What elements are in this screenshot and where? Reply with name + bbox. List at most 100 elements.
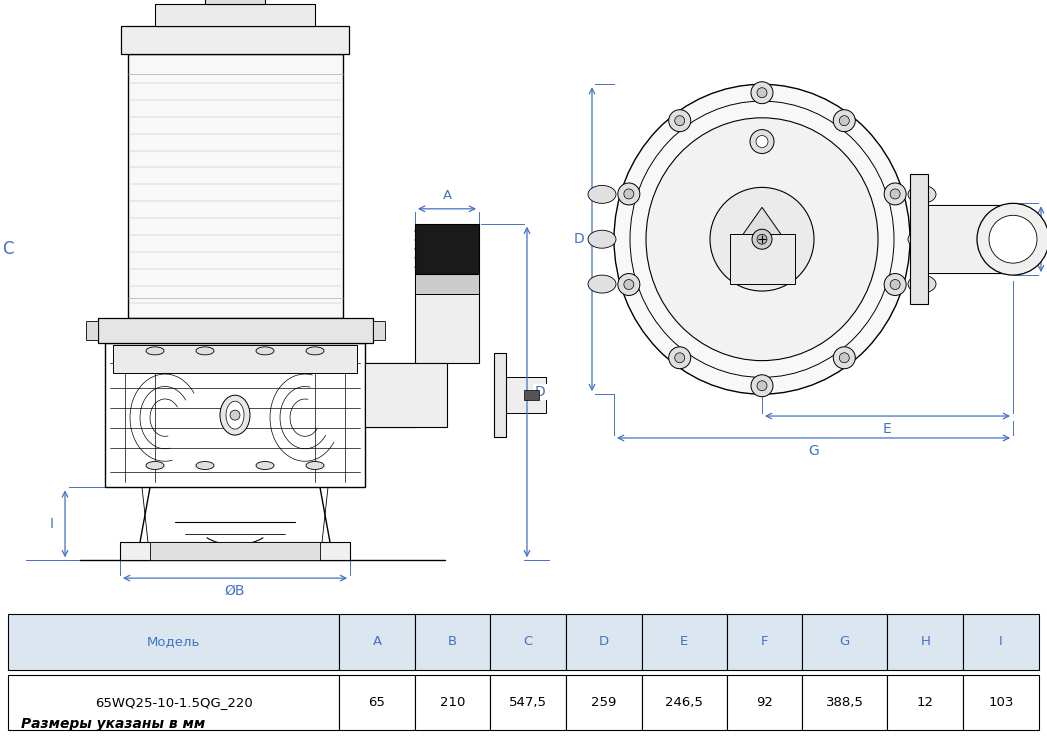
Ellipse shape: [614, 84, 910, 394]
Circle shape: [977, 203, 1047, 275]
Bar: [339, 674, 415, 730]
Bar: [888, 674, 963, 730]
Ellipse shape: [220, 395, 250, 435]
Bar: [150, 542, 320, 560]
Circle shape: [230, 411, 240, 420]
Text: 246,5: 246,5: [665, 696, 704, 709]
Bar: [490, 614, 566, 670]
Ellipse shape: [196, 347, 214, 354]
Bar: [566, 674, 642, 730]
Ellipse shape: [646, 118, 878, 360]
Bar: [494, 353, 506, 437]
Circle shape: [669, 110, 691, 132]
Text: H: H: [920, 635, 930, 649]
Ellipse shape: [908, 230, 936, 248]
Bar: [105, 343, 365, 487]
Text: B: B: [448, 635, 458, 649]
Bar: [128, 54, 342, 318]
Text: Размеры указаны в мм: Размеры указаны в мм: [21, 718, 205, 731]
Bar: [727, 674, 802, 730]
Circle shape: [884, 183, 906, 205]
Text: I: I: [50, 517, 54, 531]
Ellipse shape: [226, 401, 244, 429]
Bar: [205, 0, 265, 4]
Text: 12: 12: [917, 696, 934, 709]
Circle shape: [618, 273, 640, 296]
Circle shape: [833, 347, 855, 368]
Circle shape: [757, 381, 767, 391]
Ellipse shape: [146, 347, 164, 354]
Circle shape: [833, 110, 855, 132]
Circle shape: [756, 136, 768, 147]
Bar: [113, 345, 357, 373]
Circle shape: [840, 353, 849, 363]
Text: 210: 210: [440, 696, 465, 709]
Text: E: E: [681, 635, 688, 649]
Circle shape: [624, 279, 633, 290]
Ellipse shape: [588, 230, 616, 248]
Circle shape: [624, 189, 633, 199]
Bar: [8, 614, 339, 670]
Text: I: I: [999, 635, 1003, 649]
Bar: [365, 363, 447, 427]
Text: F: F: [761, 635, 768, 649]
Ellipse shape: [908, 186, 936, 203]
Circle shape: [884, 273, 906, 296]
Text: C: C: [2, 240, 14, 258]
Circle shape: [669, 347, 691, 368]
Circle shape: [840, 116, 849, 126]
Bar: [415, 224, 478, 273]
Ellipse shape: [908, 275, 936, 293]
Bar: [963, 674, 1039, 730]
Circle shape: [710, 187, 814, 291]
Text: A: A: [443, 189, 451, 203]
Circle shape: [989, 215, 1037, 263]
Ellipse shape: [146, 461, 164, 469]
Bar: [524, 390, 539, 400]
Bar: [802, 674, 888, 730]
Circle shape: [674, 353, 685, 363]
Circle shape: [618, 183, 640, 205]
Text: ØH: ØH: [960, 206, 978, 220]
Text: 65: 65: [369, 696, 385, 709]
Text: D: D: [535, 385, 545, 399]
Text: C: C: [524, 635, 533, 649]
Text: ØB: ØB: [225, 584, 245, 598]
Bar: [97, 318, 373, 343]
Bar: [642, 614, 727, 670]
Text: 388,5: 388,5: [826, 696, 864, 709]
Bar: [642, 674, 727, 730]
Circle shape: [890, 279, 900, 290]
Bar: [373, 321, 384, 340]
Bar: [121, 26, 349, 54]
Text: 547,5: 547,5: [509, 696, 548, 709]
Circle shape: [757, 234, 767, 244]
Text: D: D: [599, 635, 609, 649]
Bar: [339, 614, 415, 670]
Circle shape: [757, 88, 767, 98]
Bar: [727, 614, 802, 670]
Bar: [415, 273, 478, 363]
Circle shape: [750, 130, 774, 153]
Bar: [802, 614, 888, 670]
Polygon shape: [739, 207, 784, 271]
Bar: [490, 674, 566, 730]
Text: 259: 259: [592, 696, 617, 709]
Bar: [910, 175, 928, 304]
Text: D: D: [574, 232, 584, 246]
Text: A: A: [373, 635, 381, 649]
Ellipse shape: [196, 461, 214, 469]
Bar: [963, 614, 1039, 670]
Text: 103: 103: [988, 696, 1013, 709]
Bar: [86, 321, 97, 340]
Ellipse shape: [257, 347, 274, 354]
Text: 92: 92: [756, 696, 773, 709]
Text: Модель: Модель: [147, 635, 200, 649]
Bar: [506, 377, 545, 413]
Bar: [888, 614, 963, 670]
Ellipse shape: [257, 461, 274, 469]
Text: 65WQ25-10-1.5QG_220: 65WQ25-10-1.5QG_220: [95, 696, 252, 709]
Bar: [566, 614, 642, 670]
Circle shape: [890, 189, 900, 199]
Circle shape: [751, 82, 773, 104]
